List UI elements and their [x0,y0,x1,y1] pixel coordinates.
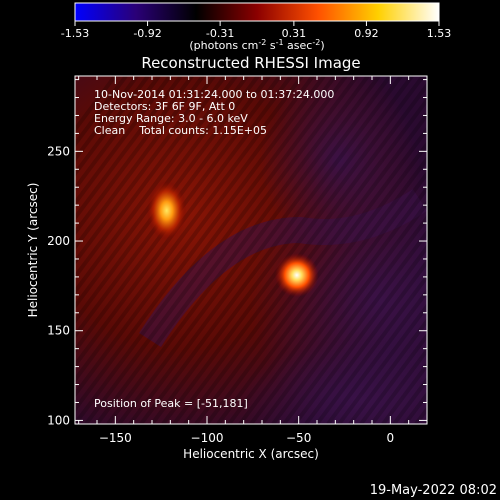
colorbar-tick-label: -0.31 [206,27,234,40]
y-tick-label: 200 [47,234,70,248]
colorbar-tick-label: -1.53 [61,27,89,40]
colorbar-tick-label: 0.92 [354,27,379,40]
y-tick-label: 250 [47,144,70,158]
emission-source [146,180,187,241]
colorbar-tick-label: 1.53 [427,27,452,40]
colorbar-frame [74,2,440,22]
image-area [75,76,427,424]
emission-source [274,253,319,298]
colorbar-tick-label: -0.92 [133,27,161,40]
x-tick-label: −50 [286,431,311,445]
info-line: Clean Total counts: 1.15E+05 [94,124,267,137]
colorbar-unit-label: (photons cm-2 s-1 asec-2) [189,38,324,52]
x-axis-label: Heliocentric X (arcsec) [183,447,319,461]
timestamp: 19-May-2022 08:02 [370,483,497,498]
y-tick-label: 100 [47,413,70,427]
plot-frame [74,75,428,425]
x-tick-label: 0 [387,431,395,445]
colorbar-tick-label: 0.31 [282,27,307,40]
y-tick-label: 150 [47,324,70,338]
info-line: Detectors: 3F 6F 9F, Att 0 [94,100,235,113]
x-tick-label: −100 [191,431,224,445]
y-axis-label: Heliocentric Y (arcsec) [26,183,40,318]
colorbar [75,3,439,21]
chart-title: Reconstructed RHESSI Image [141,54,360,72]
x-tick-label: −150 [99,431,132,445]
info-line: 10-Nov-2014 01:31:24.000 to 01:37:24.000 [94,88,334,101]
info-line: Energy Range: 3.0 - 6.0 keV [94,112,248,125]
peak-position-text: Position of Peak = [-51,181] [94,397,248,410]
